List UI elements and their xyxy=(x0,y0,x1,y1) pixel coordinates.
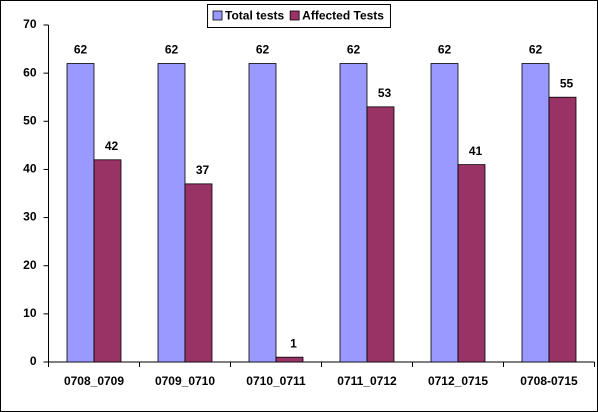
value-label: 41 xyxy=(469,144,483,158)
y-tick-label: 70 xyxy=(23,17,37,31)
value-label: 55 xyxy=(560,76,574,90)
y-tick-label: 10 xyxy=(23,306,37,320)
value-label: 1 xyxy=(290,336,297,350)
x-tick-label: 0710_0711 xyxy=(246,374,306,388)
value-label: 37 xyxy=(196,163,210,177)
bar xyxy=(339,63,368,363)
bar xyxy=(66,63,95,363)
value-label: 62 xyxy=(529,43,543,57)
x-tick-label: 0708_0709 xyxy=(64,374,124,388)
x-tick-label: 0709_0710 xyxy=(155,374,215,388)
y-tick-label: 20 xyxy=(23,258,37,272)
bar xyxy=(366,106,395,363)
bar xyxy=(457,164,486,363)
value-label: 62 xyxy=(74,43,88,57)
bar xyxy=(430,63,459,363)
bar xyxy=(521,63,550,363)
value-label: 62 xyxy=(347,43,361,57)
legend-label: Affected Tests xyxy=(302,9,384,23)
bar xyxy=(275,356,304,363)
x-tick-label: 0711_0712 xyxy=(337,374,397,388)
y-tick-label: 0 xyxy=(30,354,37,368)
y-tick-label: 30 xyxy=(23,210,37,224)
y-tick-label: 60 xyxy=(23,65,37,79)
legend-label: Total tests xyxy=(225,9,284,23)
legend-swatch xyxy=(289,10,300,21)
value-label: 42 xyxy=(105,139,119,153)
value-label: 62 xyxy=(438,43,452,57)
y-tick-label: 40 xyxy=(23,162,37,176)
value-label: 62 xyxy=(165,43,179,57)
y-tick-label: 50 xyxy=(23,113,37,127)
legend-swatch xyxy=(212,10,223,21)
value-label: 62 xyxy=(256,43,270,57)
bar xyxy=(184,183,213,363)
bar xyxy=(248,63,277,363)
legend: Total tests Affected Tests xyxy=(207,4,391,28)
value-label: 53 xyxy=(378,86,392,100)
bar xyxy=(548,96,577,363)
bar xyxy=(157,63,186,363)
bar xyxy=(93,159,122,363)
x-tick-label: 0712_0715 xyxy=(428,374,488,388)
x-tick-label: 0708-0715 xyxy=(520,374,578,388)
